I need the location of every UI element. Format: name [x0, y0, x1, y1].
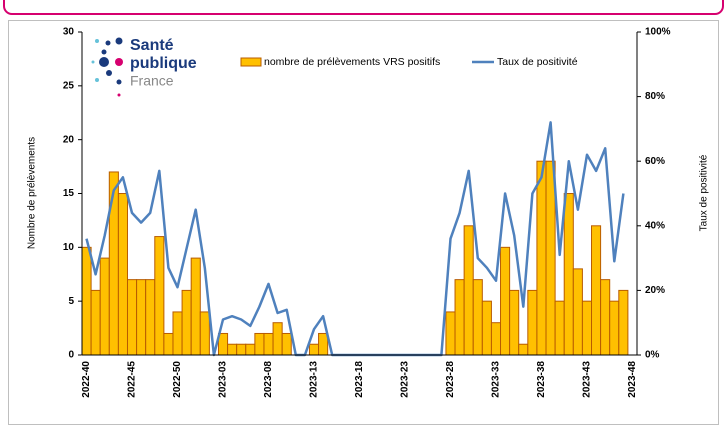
x-tick-label: 2023-03: [218, 361, 229, 398]
bar: [227, 343, 238, 356]
bar: [154, 236, 165, 356]
bar: [454, 279, 465, 356]
bar: [99, 257, 110, 356]
y2-tick-label: 40%: [645, 220, 665, 231]
y-tick-label: 0: [68, 350, 74, 361]
y-tick-label: 10: [63, 242, 75, 253]
bar: [527, 289, 538, 356]
x-tick-label: 2023-08: [263, 361, 274, 398]
chart-frame: [8, 20, 719, 425]
bar: [108, 171, 119, 356]
bar: [609, 300, 620, 356]
y2-tick-label: 60%: [645, 156, 665, 167]
bar: [236, 343, 247, 356]
legend-label: Taux de positivité: [497, 56, 578, 68]
logo-text: France: [130, 73, 174, 89]
bar: [572, 268, 583, 356]
bar: [190, 257, 201, 356]
x-tick-label: 2023-13: [309, 361, 320, 398]
y2-axis-title: Taux de positivité: [699, 154, 710, 231]
y2-tick-label: 80%: [645, 91, 665, 102]
bar: [145, 279, 156, 356]
bar: [463, 225, 474, 356]
logo-text: publique: [130, 55, 197, 72]
bar: [90, 289, 101, 356]
x-tick-label: 2022-40: [81, 361, 92, 398]
bar: [254, 332, 265, 356]
bar: [318, 332, 329, 356]
bar: [445, 311, 456, 356]
bar: [181, 289, 192, 356]
bar: [481, 300, 492, 356]
bar: [509, 289, 520, 356]
bar: [563, 193, 574, 356]
header-frame: [3, 0, 724, 15]
y-tick-label: 25: [63, 80, 75, 91]
bar: [272, 322, 283, 356]
bar: [600, 279, 611, 356]
logo: Santé publique France: [91, 37, 197, 97]
y-axis-title: Nombre de prélèvements: [27, 137, 38, 249]
legend-label: nombre de prélèvements VRS positifs: [264, 56, 440, 68]
logo-text: Santé: [130, 37, 174, 54]
bar: [545, 160, 556, 356]
bar: [518, 343, 529, 356]
y2-tick-label: 20%: [645, 285, 665, 296]
bar: [308, 343, 320, 356]
x-tick-label: 2023-38: [536, 361, 547, 398]
bar: [536, 160, 547, 356]
bar: [472, 279, 483, 356]
y-tick-label: 30: [63, 27, 75, 38]
x-tick-label: 2022-50: [172, 361, 183, 398]
y2-tick-label: 100%: [645, 27, 671, 38]
bar: [281, 332, 292, 356]
bar: [554, 300, 565, 356]
y2-tick-label: 0%: [645, 350, 660, 361]
x-tick-label: 2023-23: [400, 361, 411, 398]
bar: [500, 246, 511, 356]
bar: [172, 311, 183, 356]
bar: [126, 279, 138, 356]
legend-swatch: [240, 57, 262, 67]
x-tick-label: 2023-33: [491, 361, 502, 398]
bar: [117, 193, 128, 356]
y-tick-label: 5: [68, 296, 74, 307]
bar: [581, 300, 593, 356]
x-tick-label: 2023-48: [627, 361, 638, 398]
bar: [591, 225, 602, 356]
bar: [81, 246, 92, 356]
bar: [263, 332, 274, 356]
x-tick-label: 2022-45: [127, 361, 138, 398]
bar: [618, 289, 629, 356]
x-tick-label: 2023-28: [445, 361, 456, 398]
bar: [245, 343, 256, 356]
bar: [163, 332, 174, 356]
x-tick-label: 2023-43: [582, 361, 593, 398]
y-tick-label: 20: [63, 134, 75, 145]
bar: [136, 279, 147, 356]
x-tick-label: 2023-18: [354, 361, 365, 398]
y-tick-label: 15: [63, 188, 75, 199]
bar: [199, 311, 210, 356]
bar: [490, 322, 502, 356]
